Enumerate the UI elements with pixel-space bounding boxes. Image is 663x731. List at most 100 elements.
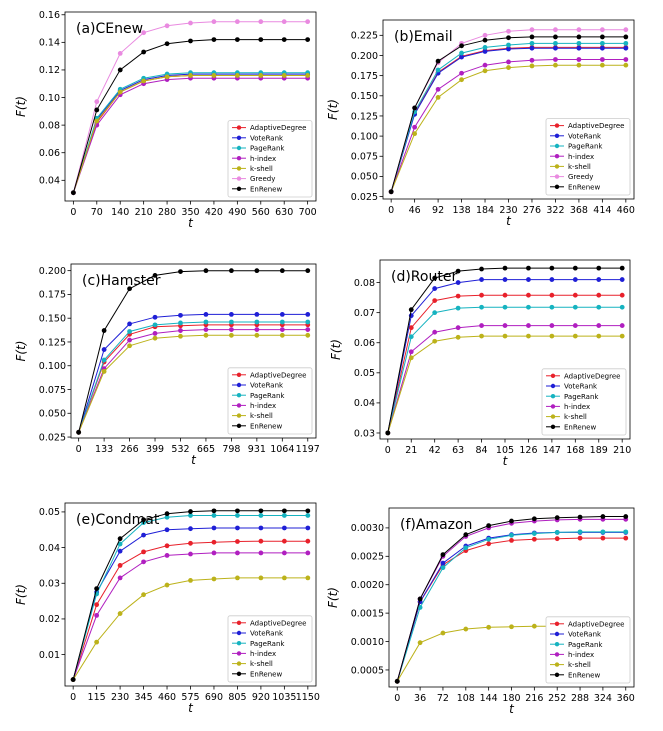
x-tick-label: 230 [111, 692, 129, 703]
data-point [228, 311, 234, 317]
legend-entry: VoteRank [568, 631, 602, 639]
data-point [254, 319, 260, 325]
data-point [281, 513, 287, 518]
data-point [553, 27, 558, 33]
y-tick-label: 0.050 [39, 409, 66, 420]
legend-entry: Greedy [568, 173, 593, 181]
data-point [258, 19, 264, 25]
y-tick-label: 0.04 [39, 543, 60, 554]
data-point [479, 292, 484, 298]
legend-entry: VoteRank [250, 630, 284, 638]
data-point [553, 62, 558, 68]
data-point [440, 630, 446, 636]
data-point [408, 355, 414, 361]
legend-entry: AdaptiveDegree [568, 122, 624, 130]
x-tick-label: 0 [76, 444, 82, 455]
legend-marker [236, 145, 242, 151]
data-point [141, 532, 146, 538]
legend-entry: EnRenew [568, 671, 600, 679]
legend-entry: AdaptiveDegree [250, 124, 306, 132]
data-point [576, 40, 582, 46]
data-point [203, 319, 209, 325]
data-point [141, 49, 147, 55]
legend-marker [236, 166, 242, 171]
data-point [305, 73, 311, 78]
data-point [554, 536, 560, 542]
data-point [482, 49, 488, 54]
x-tick-label: 105 [496, 445, 514, 456]
y-tick-label: 0.0020 [351, 580, 384, 591]
series-line-k-shell [78, 334, 308, 433]
data-point [623, 62, 629, 68]
legend-marker [554, 174, 560, 179]
y-tick-label: 0.125 [39, 337, 66, 348]
x-tick-label: 0 [394, 693, 400, 704]
data-point [531, 531, 537, 536]
data-point [117, 67, 123, 73]
data-point [576, 34, 582, 40]
data-point [577, 529, 583, 535]
chart-panel-4: 0 115 230 345 460 575 690 805 920 1035 1150 0.01 0.0… [14, 502, 320, 715]
data-point [549, 292, 555, 298]
data-point [599, 40, 605, 46]
x-tick-label: 210 [613, 445, 631, 456]
data-point [529, 63, 535, 69]
data-point [486, 541, 492, 547]
legend-entry: VoteRank [568, 132, 602, 140]
x-tick-label: 216 [525, 693, 543, 704]
data-point [619, 304, 625, 310]
data-point [127, 321, 132, 327]
data-point [188, 73, 193, 78]
data-point [228, 332, 234, 338]
legend-entry: EnRenew [250, 185, 282, 193]
data-point [203, 311, 209, 317]
data-point [305, 513, 311, 518]
data-point [188, 20, 193, 26]
legend-entry: k-shell [568, 661, 591, 669]
data-point [281, 550, 287, 556]
y-tick-label: 0.08 [39, 120, 60, 131]
data-point [178, 269, 183, 275]
chart-panel-0: 0 70 140 210 280 350 420 490 560 630 700 0.04 0.06 0.… [14, 10, 317, 230]
data-point [432, 310, 438, 316]
data-point [417, 596, 423, 602]
x-axis-label: t [188, 216, 194, 230]
data-point [619, 292, 625, 298]
x-tick-label: 115 [88, 692, 106, 703]
x-tick-label: 700 [299, 207, 317, 218]
legend-marker [236, 641, 242, 646]
data-point [509, 537, 514, 543]
data-point [553, 57, 558, 62]
legend-marker [236, 620, 242, 625]
y-tick-label: 0.0030 [351, 523, 384, 534]
data-point [455, 334, 461, 340]
data-point [486, 624, 492, 630]
chart-panel-5: 0 36 72 108 144 180 216 252 288 324 360 0.0005 0.001… [326, 507, 635, 716]
legend-entry: PageRank [250, 640, 285, 648]
data-point [305, 311, 311, 317]
data-point [435, 67, 441, 73]
data-point [599, 57, 605, 62]
data-point [94, 612, 100, 618]
data-point [577, 514, 583, 520]
x-tick-label: 360 [617, 693, 635, 704]
data-point [203, 332, 209, 338]
data-point [417, 640, 423, 646]
data-point [623, 45, 629, 51]
x-tick-label: 798 [222, 444, 240, 455]
legend-entry: EnRenew [568, 183, 600, 191]
data-point [117, 575, 123, 581]
legend-marker [554, 652, 560, 657]
data-point [152, 322, 158, 328]
data-point [549, 304, 555, 310]
chart-title: (d)Router [391, 269, 457, 285]
data-point [619, 277, 625, 282]
data-point [388, 189, 394, 195]
y-tick-label: 0.175 [39, 290, 66, 301]
data-point [435, 86, 441, 92]
data-point [463, 545, 469, 551]
x-tick-label: 70 [91, 207, 103, 218]
y-tick-label: 0.0005 [351, 665, 384, 676]
data-point [486, 536, 492, 542]
